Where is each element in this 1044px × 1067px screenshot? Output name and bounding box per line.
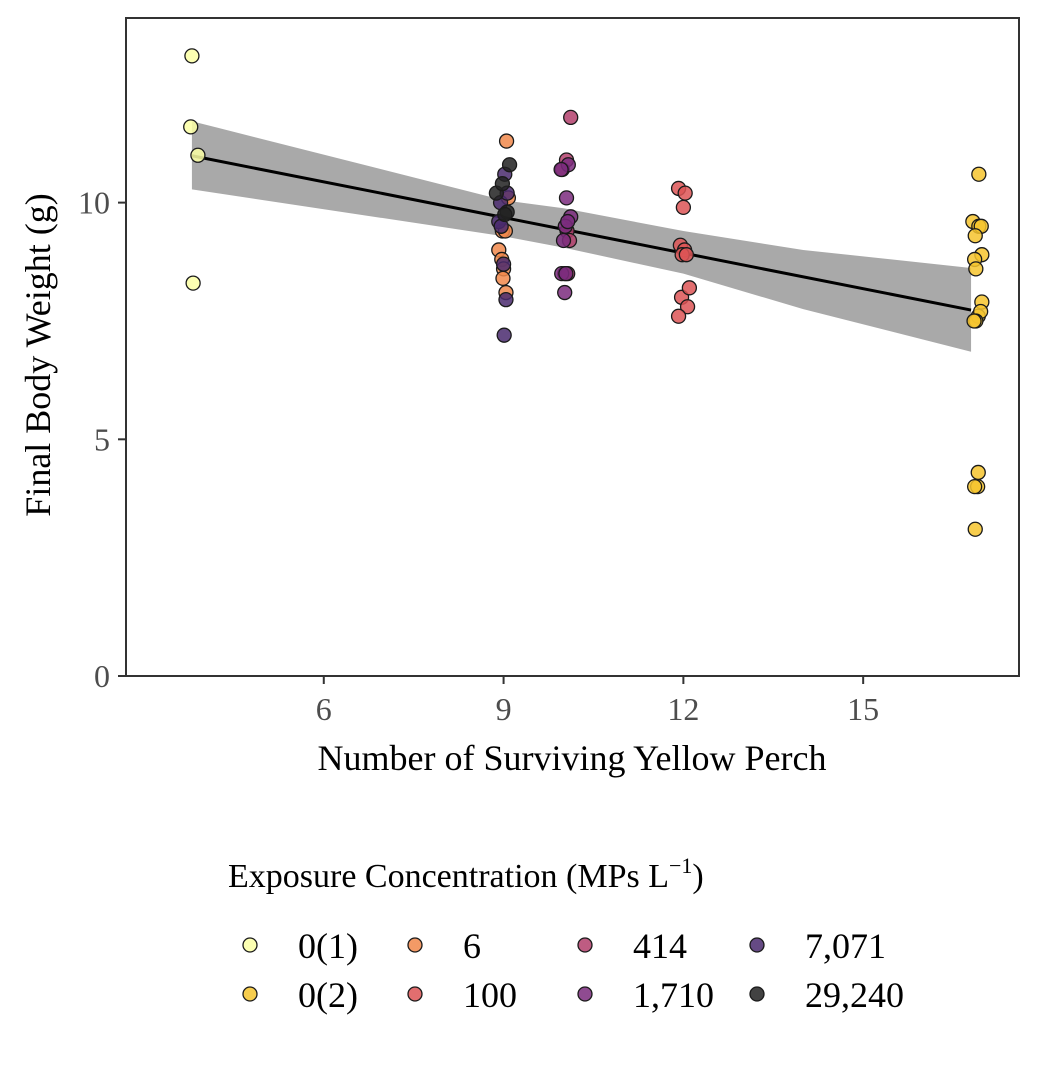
data-point	[553, 161, 569, 178]
legend-key	[407, 937, 423, 953]
legend-label: 29,240	[805, 975, 904, 1015]
plot-panel-border	[125, 17, 1020, 677]
legend-item: 0(2)	[242, 975, 358, 1015]
data-point	[190, 147, 206, 163]
legend-key	[407, 986, 423, 1002]
legend-label: 1,710	[633, 975, 714, 1015]
data-point	[501, 157, 518, 173]
y-tick-label: 5	[94, 421, 110, 457]
legend-label: 414	[633, 926, 687, 966]
confidence-band	[191, 121, 972, 352]
y-axis: 0 5 10	[78, 185, 126, 694]
x-axis-label: Number of Surviving Yellow Perch	[318, 738, 827, 778]
data-point	[678, 247, 695, 263]
data-point	[557, 284, 573, 301]
legend-label: 100	[463, 975, 517, 1015]
data-point	[681, 280, 698, 296]
points-layer	[183, 48, 990, 537]
legend-label: 6	[463, 926, 481, 966]
legend-key	[242, 937, 258, 953]
data-point	[494, 176, 511, 192]
data-point	[675, 199, 692, 216]
data-point	[558, 265, 574, 282]
data-point	[966, 478, 983, 495]
y-axis-label: Final Body Weight (g)	[18, 193, 58, 516]
data-point	[184, 48, 200, 64]
data-point	[498, 133, 515, 149]
data-point	[495, 270, 511, 287]
legend-key	[242, 986, 258, 1002]
legend-item: 0(1)	[242, 926, 358, 966]
legend-key	[749, 937, 765, 953]
legend-key	[577, 986, 593, 1002]
legend-label: 0(2)	[298, 975, 358, 1015]
legend-label: 0(1)	[298, 926, 358, 966]
x-axis: 6 9 12 15	[316, 676, 879, 727]
data-point	[555, 232, 572, 249]
legend: 0(1) 0(2) 6 100 414 1,710 7,071 29,240	[242, 926, 904, 1015]
legend-key	[577, 937, 593, 953]
legend-item: 414	[577, 926, 687, 966]
legend-title: Exposure Concentration (MPs L−1)	[228, 853, 704, 895]
data-point	[670, 308, 687, 324]
y-tick-label: 0	[94, 658, 110, 694]
legend-title-close: )	[692, 858, 703, 895]
data-point	[967, 228, 983, 244]
data-point	[966, 313, 982, 329]
data-point	[497, 206, 513, 223]
legend-item: 100	[407, 975, 517, 1015]
data-point	[971, 166, 987, 182]
data-point	[558, 190, 575, 206]
legend-key	[749, 986, 765, 1002]
legend-item: 1,710	[577, 975, 714, 1015]
confidence-band-layer	[191, 121, 972, 352]
legend-item: 6	[407, 926, 481, 966]
data-point	[495, 256, 512, 272]
data-point	[560, 213, 576, 230]
data-point	[967, 521, 983, 537]
x-tick-label: 15	[847, 691, 879, 727]
x-tick-label: 9	[496, 691, 512, 727]
data-point	[563, 109, 579, 126]
data-point	[496, 327, 512, 343]
data-point	[183, 119, 199, 135]
trend-line	[191, 154, 972, 312]
data-point	[498, 292, 514, 308]
legend-item: 7,071	[749, 926, 886, 966]
legend-item: 29,240	[749, 975, 904, 1015]
legend-title-main: Exposure Concentration (MPs L	[228, 858, 669, 895]
data-point	[968, 261, 984, 277]
y-tick-label: 10	[78, 185, 110, 221]
trend-line-layer	[191, 154, 972, 312]
x-tick-label: 6	[316, 691, 332, 727]
data-point	[677, 185, 693, 201]
legend-label: 7,071	[805, 926, 886, 966]
data-point	[970, 464, 986, 481]
data-point	[185, 275, 201, 291]
data-point	[679, 299, 696, 315]
legend-title-superscript: −1	[669, 853, 692, 878]
x-tick-label: 12	[667, 691, 699, 727]
